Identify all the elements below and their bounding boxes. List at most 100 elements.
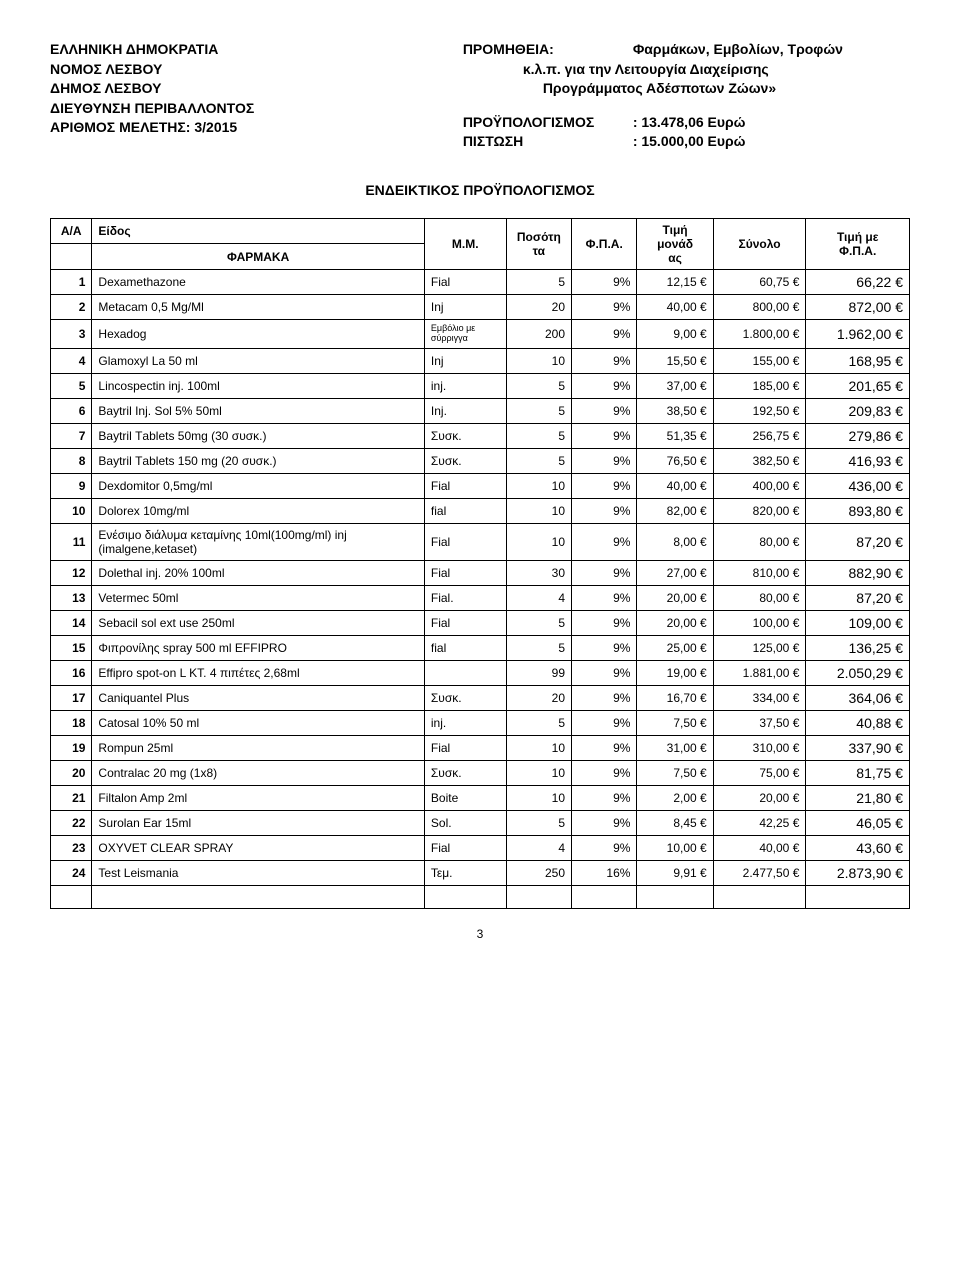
cell-mm: Sol. (424, 810, 506, 835)
cell-subtotal: 1.800,00 € (713, 319, 806, 348)
cell-aa: 15 (51, 635, 92, 660)
cell-fpa: 9% (572, 294, 637, 319)
cell-mm: inj. (424, 710, 506, 735)
header-line: ΑΡΙΘΜΟΣ ΜΕΛΕΤΗΣ: 3/2015 (50, 118, 463, 138)
header-line: ΔΙΕΥΘΥΝΣΗ ΠΕΡΙΒΑΛΛΟΝΤΟΣ (50, 99, 463, 119)
cell-name: Catosal 10% 50 ml (92, 710, 424, 735)
col-fpa: Φ.Π.Α. (572, 218, 637, 269)
cell-name: Dexamethazone (92, 269, 424, 294)
cell-name: Contralac 20 mg (1x8) (92, 760, 424, 785)
col-qty: Ποσότη τα (506, 218, 571, 269)
cell-unit: 9,91 € (637, 860, 713, 885)
col-species: Είδος (92, 218, 424, 244)
cell-total: 436,00 € (806, 473, 910, 498)
cell-aa: 2 (51, 294, 92, 319)
cell-subtotal: 100,00 € (713, 610, 806, 635)
table-row: 19Rompun 25mlFial109%31,00 €310,00 €337,… (51, 735, 910, 760)
cell-qty: 5 (506, 635, 571, 660)
cell-name: Sebacil sol ext use 250ml (92, 610, 424, 635)
header-line: ΕΛΛΗΝΙΚΗ ΔΗΜΟΚΡΑΤΙΑ (50, 40, 463, 60)
cell-mm: Inj. (424, 398, 506, 423)
empty-cell (424, 885, 506, 908)
cell-aa: 3 (51, 319, 92, 348)
cell-name: OXYVET CLEAR SPRAY (92, 835, 424, 860)
cell-mm: Boite (424, 785, 506, 810)
table-row: 24Test LeismaniaΤεμ.25016%9,91 €2.477,50… (51, 860, 910, 885)
cell-qty: 200 (506, 319, 571, 348)
cell-unit: 19,00 € (637, 660, 713, 685)
cell-subtotal: 75,00 € (713, 760, 806, 785)
table-body: 1DexamethazoneFial59%12,15 €60,75 €66,22… (51, 269, 910, 908)
budget-value: : 13.478,06 Ευρώ (633, 113, 746, 133)
cell-qty: 10 (506, 348, 571, 373)
cell-qty: 4 (506, 585, 571, 610)
cell-fpa: 16% (572, 860, 637, 885)
cell-unit: 25,00 € (637, 635, 713, 660)
cell-name: Caniquantel Plus (92, 685, 424, 710)
cell-qty: 10 (506, 760, 571, 785)
cell-mm (424, 660, 506, 685)
table-row: 5Lincospectin inj. 100mlinj.59%37,00 €18… (51, 373, 910, 398)
cell-mm: Συσκ. (424, 423, 506, 448)
section-title: ΕΝΔΕΙΚΤΙΚΟΣ ΠΡΟΫΠΟΛΟΓΙΣΜΟΣ (50, 182, 910, 198)
cell-fpa: 9% (572, 810, 637, 835)
cell-unit: 51,35 € (637, 423, 713, 448)
table-row: 14Sebacil sol ext use 250mlFial59%20,00 … (51, 610, 910, 635)
cell-fpa: 9% (572, 710, 637, 735)
cell-unit: 76,50 € (637, 448, 713, 473)
cell-total: 882,90 € (806, 560, 910, 585)
cell-total: 136,25 € (806, 635, 910, 660)
header-line: ΝΟΜΟΣ ΛΕΣΒΟΥ (50, 60, 463, 80)
cell-name: Vetermec 50ml (92, 585, 424, 610)
cell-aa: 7 (51, 423, 92, 448)
cell-mm: Συσκ. (424, 448, 506, 473)
cell-qty: 5 (506, 269, 571, 294)
cell-total: 87,20 € (806, 523, 910, 560)
table-row: 4Glamoxyl La 50 mlInj109%15,50 €155,00 €… (51, 348, 910, 373)
cell-fpa: 9% (572, 473, 637, 498)
supply-line: κ.λ.π. για την Λειτουργία Διαχείρισης (463, 60, 910, 80)
table-row: 6Baytril Inj. Sol 5% 50mlInj.59%38,50 €1… (51, 398, 910, 423)
cell-fpa: 9% (572, 835, 637, 860)
cell-mm: inj. (424, 373, 506, 398)
cell-aa: 4 (51, 348, 92, 373)
cell-mm: Fial (424, 560, 506, 585)
cell-fpa: 9% (572, 660, 637, 685)
cell-unit: 7,50 € (637, 760, 713, 785)
cell-qty: 250 (506, 860, 571, 885)
cell-total: 87,20 € (806, 585, 910, 610)
cell-fpa: 9% (572, 735, 637, 760)
cell-unit: 7,50 € (637, 710, 713, 735)
document-header: ΕΛΛΗΝΙΚΗ ΔΗΜΟΚΡΑΤΙΑ ΝΟΜΟΣ ΛΕΣΒΟΥ ΔΗΜΟΣ Λ… (50, 40, 910, 152)
cell-subtotal: 192,50 € (713, 398, 806, 423)
cell-mm: Inj (424, 294, 506, 319)
table-row: 10Dolorex 10mg/mlfial109%82,00 €820,00 €… (51, 498, 910, 523)
cell-aa: 6 (51, 398, 92, 423)
cell-total: 109,00 € (806, 610, 910, 635)
header-right: ΠΡΟΜΗΘΕΙΑ: Φαρμάκων, Εμβολίων, Τροφών κ.… (463, 40, 910, 152)
cell-fpa: 9% (572, 269, 637, 294)
cell-name: Surolan Ear 15ml (92, 810, 424, 835)
cell-unit: 20,00 € (637, 610, 713, 635)
table-row: 16Effipro spot-on L KT. 4 πιπέτες 2,68ml… (51, 660, 910, 685)
table-row: 13Vetermec 50mlFial.49%20,00 €80,00 €87,… (51, 585, 910, 610)
cell-aa: 21 (51, 785, 92, 810)
cell-fpa: 9% (572, 523, 637, 560)
cell-subtotal: 1.881,00 € (713, 660, 806, 685)
col-mm: Μ.Μ. (424, 218, 506, 269)
supply-line: Προγράμματος Αδέσποτων Ζώων» (463, 79, 910, 99)
cell-mm: Συσκ. (424, 760, 506, 785)
header-line: ΔΗΜΟΣ ΛΕΣΒΟΥ (50, 79, 463, 99)
empty-cell (637, 885, 713, 908)
cell-aa: 12 (51, 560, 92, 585)
cell-qty: 99 (506, 660, 571, 685)
supply-line: Φαρμάκων, Εμβολίων, Τροφών (633, 40, 843, 60)
cell-aa: 5 (51, 373, 92, 398)
cell-qty: 10 (506, 785, 571, 810)
cell-aa: 16 (51, 660, 92, 685)
cell-name: Filtalon Amp 2ml (92, 785, 424, 810)
cell-qty: 20 (506, 294, 571, 319)
cell-mm: Fial (424, 835, 506, 860)
cell-qty: 10 (506, 498, 571, 523)
cell-subtotal: 820,00 € (713, 498, 806, 523)
